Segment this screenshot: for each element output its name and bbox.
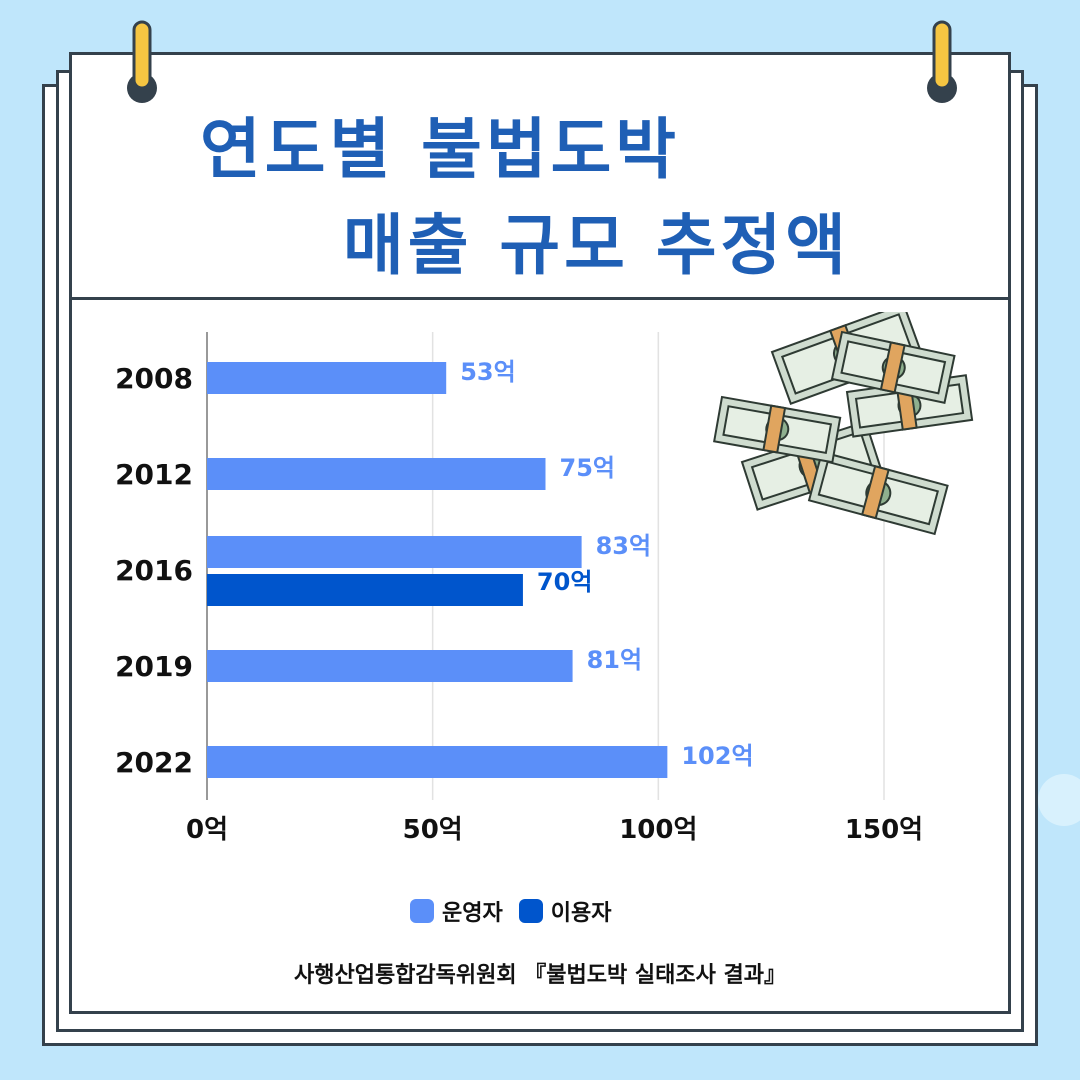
legend-swatch-user [518, 899, 543, 923]
paper-sheet-front [69, 52, 1011, 1014]
y-tick-label: 2016 [115, 554, 193, 587]
page-title-line1: 연도별 불법도박 [200, 111, 681, 188]
cloud-decoration [1038, 774, 1080, 826]
bar [207, 746, 668, 778]
legend-label-user: 이용자 [550, 901, 612, 926]
legend-swatch-operator [410, 899, 434, 923]
bar [207, 574, 523, 606]
legend-label-operator: 운영자 [442, 901, 503, 926]
x-tick-label: 150억 [845, 815, 923, 845]
data-label: 75억 [560, 454, 615, 482]
data-label: 102억 [681, 742, 753, 770]
page-title-line2: 매출 규모 추정액 [343, 207, 850, 284]
chart-legend: 운영자 이용자 [410, 895, 627, 927]
bar [207, 362, 447, 394]
data-label: 53억 [460, 358, 515, 386]
x-tick-label: 0억 [186, 815, 228, 845]
binder-ring-left-icon [127, 20, 157, 103]
data-label: 83억 [596, 532, 651, 560]
x-tick-label: 50억 [403, 815, 463, 845]
binder-ring-right-icon [927, 20, 957, 103]
y-tick-label: 2012 [115, 458, 193, 491]
money-stack-icon [713, 312, 974, 536]
bar [207, 536, 582, 568]
legend-item-user: 이용자 [518, 895, 612, 927]
y-tick-label: 2008 [115, 362, 193, 395]
source-citation: 사행산업통합감독위원회 『불법도박 실태조사 결과』 [293, 963, 787, 988]
bar [207, 458, 546, 490]
y-tick-label: 2022 [115, 746, 193, 779]
header-divider [69, 297, 1011, 300]
legend-item-operator: 운영자 [410, 895, 503, 927]
bar [207, 650, 573, 682]
data-label: 70억 [537, 568, 592, 596]
data-label: 81억 [587, 646, 642, 674]
y-tick-label: 2019 [115, 650, 193, 683]
x-tick-label: 100억 [619, 815, 697, 845]
